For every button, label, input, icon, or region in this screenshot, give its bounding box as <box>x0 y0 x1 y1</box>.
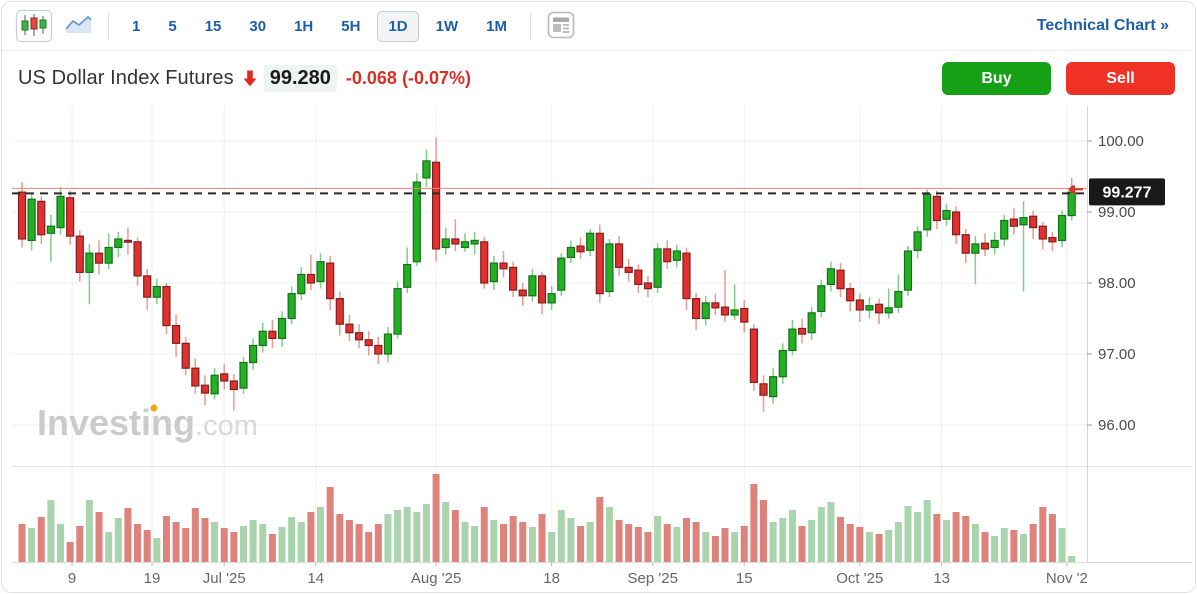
candlestick-chart-icon <box>21 13 47 40</box>
svg-text:14: 14 <box>307 570 324 587</box>
candlestick-chart-type-button[interactable] <box>16 10 52 42</box>
svg-text:Jul '25: Jul '25 <box>203 570 246 587</box>
price-down-arrow-icon <box>243 70 257 87</box>
interval-15[interactable]: 15 <box>194 11 233 42</box>
technical-chart-label: Technical Chart <box>1036 17 1156 34</box>
interval-1h[interactable]: 1H <box>283 11 324 42</box>
area-chart-type-button[interactable] <box>60 10 96 42</box>
svg-text:100.00: 100.00 <box>1098 133 1144 150</box>
interval-1m[interactable]: 1M <box>475 11 518 42</box>
svg-text:13: 13 <box>933 570 950 587</box>
toolbar-divider <box>529 13 531 39</box>
price-change: -0.068 (-0.07%) <box>345 68 471 88</box>
svg-text:99.277: 99.277 <box>1103 184 1152 201</box>
instrument-title: US Dollar Index Futures <box>18 67 234 89</box>
interval-1w[interactable]: 1W <box>425 11 470 42</box>
interval-30[interactable]: 30 <box>238 11 277 42</box>
interval-5h[interactable]: 5H <box>330 11 371 42</box>
price-marker-arrow-icon <box>1068 185 1083 194</box>
current-price-label <box>1089 178 1165 206</box>
price-chart[interactable]: Investing.com 100.00 99.00 98.00 97.00 96.00 9… <box>2 101 1195 587</box>
last-price: 99.280 <box>263 65 337 92</box>
chevron-right-icon: » <box>1160 17 1169 34</box>
svg-text:Aug '25: Aug '25 <box>411 570 461 587</box>
svg-text:96.00: 96.00 <box>1098 417 1136 434</box>
news-button[interactable] <box>543 10 579 42</box>
sell-button[interactable]: Sell <box>1066 62 1175 95</box>
svg-text:Sep '25: Sep '25 <box>628 570 678 587</box>
toolbar-divider <box>108 13 109 39</box>
svg-text:98.00: 98.00 <box>1098 275 1136 292</box>
svg-text:19: 19 <box>144 570 161 587</box>
technical-chart-link[interactable]: Technical Chart » <box>1037 17 1169 35</box>
area-chart-icon <box>63 14 93 39</box>
interval-1[interactable]: 1 <box>121 11 151 42</box>
interval-5[interactable]: 5 <box>157 11 187 42</box>
svg-text:Nov '2: Nov '2 <box>1046 570 1088 587</box>
investing-watermark: Investing.com <box>37 402 258 443</box>
svg-text:Oct '25: Oct '25 <box>836 570 883 587</box>
svg-text:99.00: 99.00 <box>1098 204 1136 221</box>
interval-buttons: 1 5 15 30 1H 5H 1D 1W 1M <box>121 10 518 42</box>
chart-area: Investing.com 100.00 99.00 98.00 97.00 96.00 9… <box>2 101 1195 592</box>
interval-1d[interactable]: 1D <box>377 10 419 42</box>
news-icon <box>546 10 576 43</box>
svg-text:9: 9 <box>68 570 76 587</box>
svg-text:97.00: 97.00 <box>1098 346 1136 363</box>
svg-text:15: 15 <box>736 570 753 587</box>
instrument-header: US Dollar Index Futures 99.280 -0.068 (-… <box>2 51 1195 101</box>
svg-text:18: 18 <box>543 570 560 587</box>
buy-button[interactable]: Buy <box>942 62 1051 95</box>
chart-toolbar: 1 5 15 30 1H 5H 1D 1W 1M <box>2 2 1195 51</box>
watermark-orange-dot <box>150 404 158 412</box>
